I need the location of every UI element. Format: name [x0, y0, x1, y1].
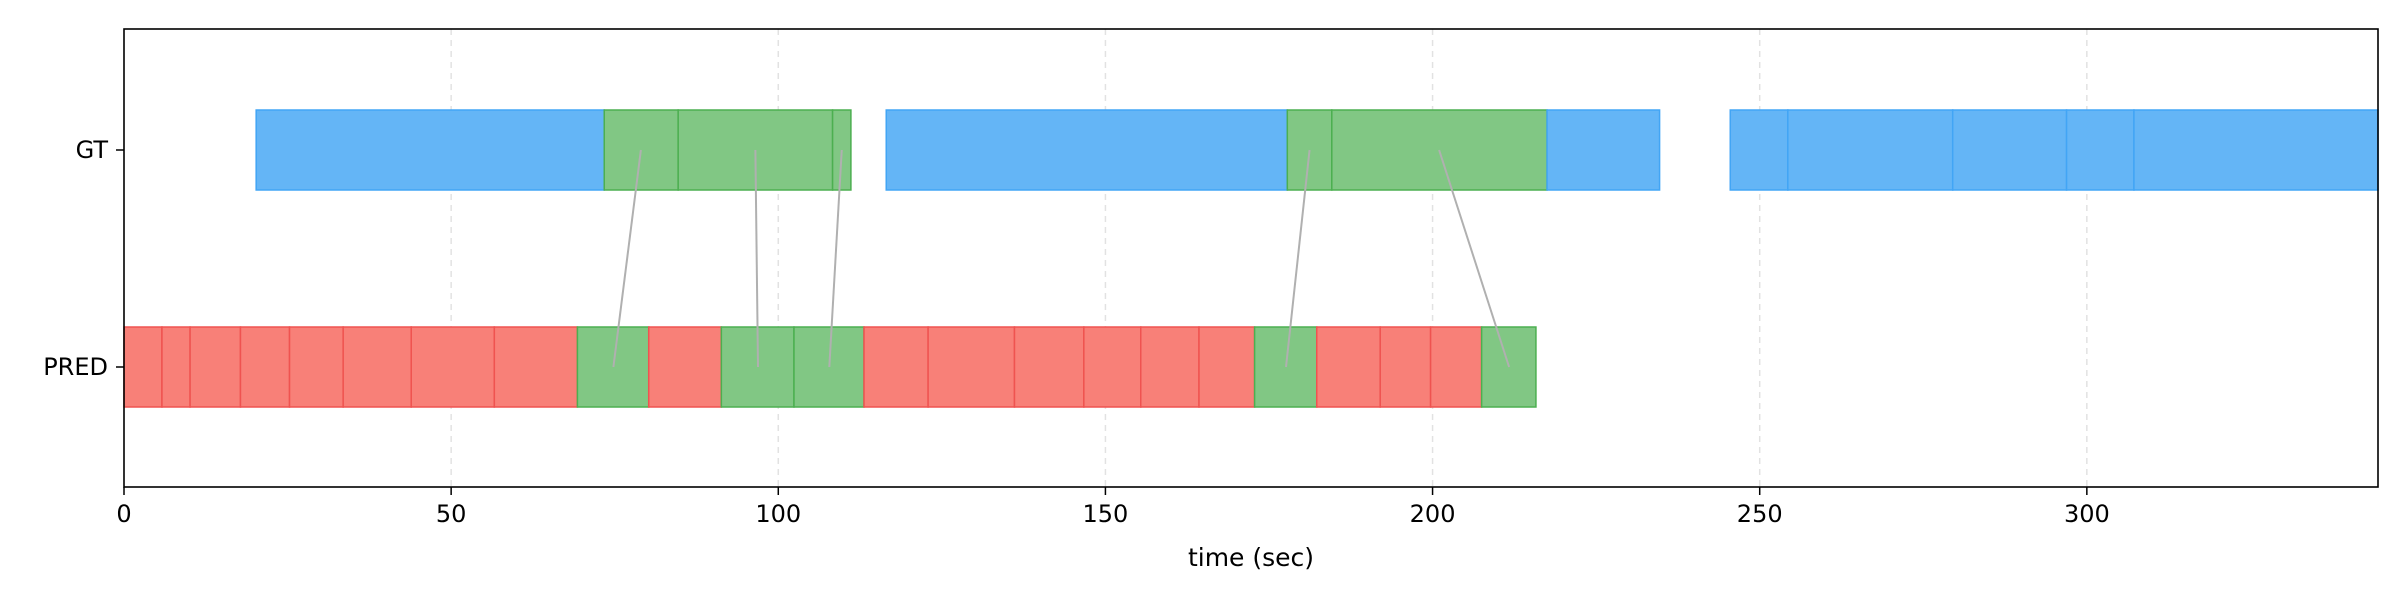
pred-segment-21	[1429, 326, 1483, 408]
match-link-1	[754, 149, 759, 368]
gt-segment-1	[603, 109, 679, 191]
x-tick-label-200: 200	[1410, 500, 1456, 528]
pred-segment-12	[863, 326, 929, 408]
gt-segment-7	[1546, 109, 1661, 191]
x-axis-title: time (sec)	[1188, 543, 1314, 572]
pred-segment-11	[793, 326, 865, 408]
pred-segment-6	[410, 326, 496, 408]
match-link-4	[1438, 149, 1511, 368]
pred-segment-19	[1316, 326, 1381, 408]
pred-segment-0	[123, 326, 163, 408]
plot-area-frame	[123, 28, 2379, 488]
pred-segment-13	[927, 326, 1016, 408]
pred-segment-8	[576, 326, 650, 408]
gt-segment-11	[2065, 109, 2135, 191]
pred-segment-2	[189, 326, 242, 408]
x-tick-label-300: 300	[2064, 500, 2110, 528]
pred-segment-3	[239, 326, 291, 408]
x-tick-label-100: 100	[755, 500, 801, 528]
gt-segment-4	[885, 109, 1289, 191]
x-tick-label-250: 250	[1737, 500, 1783, 528]
pred-segment-17	[1198, 326, 1256, 408]
gt-segment-12	[2133, 109, 2379, 191]
gt-segments	[255, 109, 2379, 191]
match-links	[612, 149, 1511, 368]
x-tick-label-150: 150	[1083, 500, 1129, 528]
gt-segment-8	[1729, 109, 1789, 191]
pred-segment-4	[288, 326, 344, 408]
pred-segment-15	[1083, 326, 1142, 408]
gt-segment-10	[1951, 109, 2068, 191]
pred-segment-9	[647, 326, 723, 408]
gt-segment-9	[1787, 109, 1954, 191]
match-link-0	[612, 149, 642, 368]
pred-segment-20	[1379, 326, 1432, 408]
match-link-2	[828, 149, 843, 368]
pred-segment-5	[342, 326, 412, 408]
x-tick-label-0: 0	[116, 500, 131, 528]
y-tick-label-pred: PRED	[43, 353, 108, 381]
pred-segment-1	[161, 326, 191, 408]
x-axis-ticks: 0 50 100 150 200 250 300	[116, 487, 2110, 528]
x-tick-label-50: 50	[436, 500, 467, 528]
match-link-3	[1285, 149, 1311, 368]
y-tick-label-gt: GT	[76, 136, 109, 164]
pred-segments	[123, 326, 1537, 408]
pred-segment-14	[1013, 326, 1085, 408]
pred-segment-18	[1253, 326, 1318, 408]
grid-lines	[450, 29, 2088, 487]
gt-segment-0	[255, 109, 605, 191]
y-axis-ticks: GT PRED	[43, 136, 124, 381]
pred-segment-16	[1140, 326, 1200, 408]
pred-segment-7	[493, 326, 579, 408]
